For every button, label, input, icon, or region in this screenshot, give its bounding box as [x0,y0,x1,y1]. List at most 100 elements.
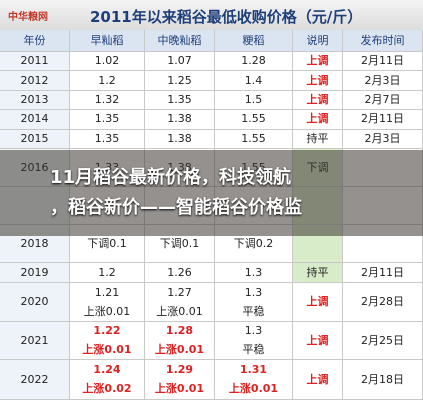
cell-text: 1.29 [165,362,194,376]
table-cell: 2月11日 [343,110,423,130]
cell-text: 1.55 [241,112,266,126]
cell-text: 下调0.2 [233,236,274,250]
cell-text: 持平 [306,265,329,279]
cell-text: 2021 [20,333,49,347]
cell-text: 2019 [20,265,49,279]
header-text: 早籼稻 [90,33,124,47]
cell-text: 上涨0.01 [154,382,205,396]
table-cell: 1.28 上涨0.01 [145,322,215,360]
cell-text: 1.35 [167,92,192,106]
cell-text: 1.24 [93,362,121,376]
table-cell: 1.5 [215,90,293,111]
cell-text: 1.22 [93,324,121,338]
cell-text: 2018 [20,236,49,250]
cell-text: 上涨0.01 [156,304,203,318]
table-cell: 1.31 上涨0.01 [215,360,293,400]
table-cell: 持平 [293,263,343,283]
table-cell: 2月11日 [343,52,423,72]
table-cell: 1.35 [70,110,145,130]
header-text: 说明 [306,33,329,47]
table-cell: 2019 [0,263,70,283]
table-cell: 上调 [293,360,343,400]
table-cell: 1.27 上涨0.01 [145,283,215,322]
table-cell: 2月18日 [343,360,423,400]
cell-text: 1.21 [94,285,120,299]
header-text: 中晚籼稻 [157,33,202,47]
table-cell: 上调 [293,322,343,360]
overlay-text: ，稻谷新价——智能稻谷价格监 [50,197,302,218]
table-cell: 1.3 平稳 [215,322,293,360]
cell-text: 1.25 [167,73,192,87]
cell-text: 上涨0.01 [82,342,132,356]
table-cell: 2020 [0,283,70,322]
cell-text: 2月11日 [361,265,404,279]
table-cell: 上调 [293,110,343,130]
cell-text: 持平 [306,131,329,145]
cell-text: 下调0.1 [159,236,200,250]
cell-text: 上涨0.02 [82,382,132,396]
table-cell: 2月7日 [343,90,423,111]
table-cell: 上调 [293,90,343,111]
cell-text: 1.07 [167,54,192,68]
cell-text: 1.31 [239,362,268,376]
cell-text: 2012 [20,73,49,87]
table-cell: 1.35 [145,90,215,111]
header-cell: 说明 [293,30,343,52]
cell-text: 上涨0.01 [154,342,205,356]
header-cell: 早籼稻 [70,30,145,52]
table-cell: 2012 [0,71,70,91]
table-cell: 1.21 上涨0.01 [70,283,145,322]
table-cell: 持平 [293,129,343,149]
cell-text: 2015 [20,131,49,145]
cell-text: 2013 [20,92,49,106]
header-text: 粳稻 [242,33,265,47]
table-cell: 1.02 [70,52,145,72]
table-cell: 1.2 [70,263,145,283]
cell-text: 1.28 [165,324,194,338]
cell-text: 2月11日 [361,54,404,68]
table-cell: 1.38 [145,129,215,149]
cell-text: 上调 [306,54,329,68]
table-cell: 1.32 [70,90,145,111]
table-title: 2011年以来稻谷最低收购价格（元/斤） [90,8,363,26]
cell-text: 上调 [306,73,329,87]
cell-text: 2月7日 [364,92,401,106]
table-cell: 2011 [0,52,70,72]
table-cell: 1.2 [70,71,145,91]
table-cell: 1.38 [145,110,215,130]
table-cell: 上调 [293,52,343,72]
table-cell: 1.3 平稳 [215,283,293,322]
cell-text: 上调 [306,92,329,106]
cell-text: 上调 [306,333,329,347]
table-cell: 2022 [0,360,70,400]
cell-text: 上涨0.01 [228,382,279,396]
table-cell: 2月3日 [343,129,423,149]
cell-text: 1.4 [244,73,263,87]
header-text: 年份 [23,33,46,47]
cell-text: 1.3 [244,265,263,279]
cell-text: 1.5 [244,92,263,106]
logo: 中华粮网 [8,12,48,23]
cell-text: 平稳 [242,342,265,356]
cell-text: 2月28日 [361,295,404,308]
table-cell: 上调 [293,71,343,91]
cell-text: 2014 [20,112,49,126]
headline-overlay: 11月稻谷最新价格，科技领航 ，稻谷新价——智能稻谷价格监 [0,150,423,236]
cell-text: 1.38 [167,112,192,126]
table-cell: 2月3日 [343,71,423,91]
cell-text: 1.2 [98,73,116,87]
cell-text: 下调0.1 [87,236,127,250]
cell-text: 1.3 [244,285,263,299]
table-cell: 1.25 [145,71,215,91]
cell-text: 2月18日 [361,372,404,386]
cell-text: 2月3日 [364,131,401,145]
cell-text: 2月11日 [361,112,404,126]
cell-text: 2020 [20,295,49,308]
table-cell: 1.24 上涨0.02 [70,360,145,400]
table-cell: 2015 [0,129,70,149]
cell-text: 1.02 [94,54,120,68]
header-cell: 粳稻 [215,30,293,52]
cell-text: 上涨0.01 [83,304,131,318]
cell-text: 平稳 [242,304,265,318]
